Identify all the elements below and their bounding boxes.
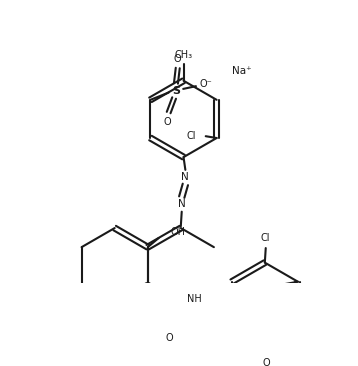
Text: O: O [166, 333, 173, 343]
Text: CH₃: CH₃ [174, 50, 193, 60]
Text: S: S [172, 86, 180, 96]
Text: Cl: Cl [187, 131, 196, 141]
Text: Na⁺: Na⁺ [232, 66, 251, 76]
Text: O: O [163, 117, 171, 127]
Text: N: N [182, 172, 189, 182]
Text: Cl: Cl [261, 233, 271, 243]
Text: OH: OH [170, 227, 185, 237]
Text: O: O [174, 54, 182, 64]
Text: O: O [263, 358, 270, 366]
Text: O⁻: O⁻ [199, 79, 212, 89]
Text: N: N [178, 199, 185, 209]
Text: NH: NH [187, 294, 202, 304]
